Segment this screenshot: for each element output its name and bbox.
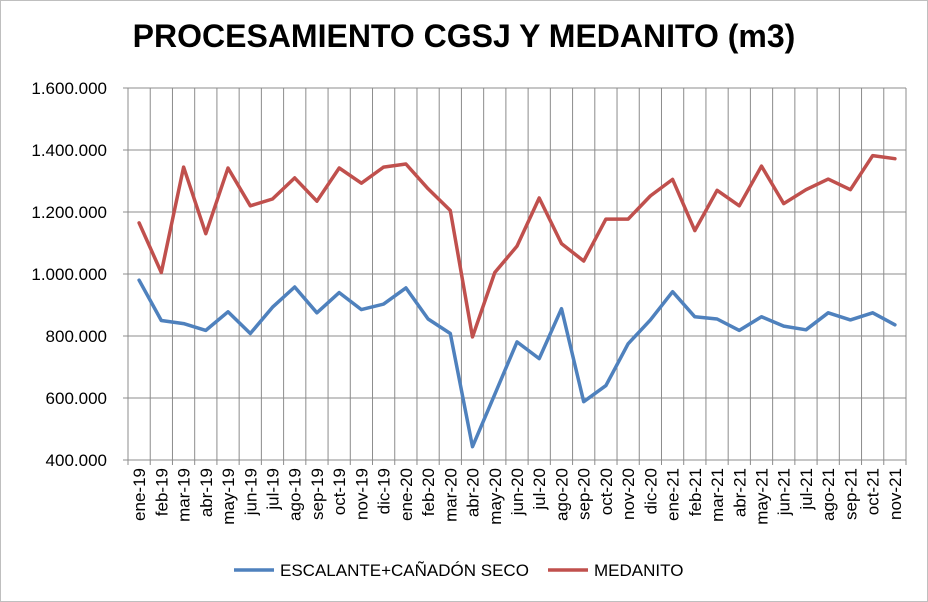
x-tick-label: nov-21 [886,468,905,520]
x-tick-label: dic-19 [375,468,394,514]
y-tick-label: 600.000 [46,389,107,408]
x-tick-label: mar-20 [441,468,460,522]
x-tick-label: oct-21 [864,468,883,515]
x-tick-label: may-20 [486,468,505,525]
x-tick-label: ago-19 [286,468,305,521]
x-tick-label: ene-20 [397,468,416,521]
x-tick-label: oct-20 [597,468,616,515]
legend-label: MEDANITO [594,561,683,580]
x-tick-label: oct-19 [330,468,349,515]
y-tick-label: 1.600.000 [31,79,107,98]
y-tick-label: 1.200.000 [31,203,107,222]
y-tick-label: 800.000 [46,327,107,346]
x-tick-label: abr-20 [464,468,483,517]
x-tick-label: ene-21 [664,468,683,521]
chart-title: PROCESAMIENTO CGSJ Y MEDANITO (m3) [132,18,796,54]
legend: ESCALANTE+CAÑADÓN SECO MEDANITO [234,561,683,580]
x-tick-label: dic-20 [641,468,660,514]
legend-label: ESCALANTE+CAÑADÓN SECO [280,561,529,580]
x-tick-label: nov-19 [352,468,371,520]
x-tick-label: ago-21 [819,468,838,521]
series-line [137,278,897,449]
x-tick-label: sep-19 [308,468,327,520]
x-tick-label: feb-19 [152,468,171,516]
y-tick-label: 1.400.000 [31,141,107,160]
x-tick-label: abr-19 [197,468,216,517]
series-line [137,153,897,339]
x-tick-label: abr-21 [730,468,749,517]
y-tick-label: 400.000 [46,451,107,470]
x-tick-label: sep-20 [575,468,594,520]
x-tick-label: ago-20 [552,468,571,521]
x-tick-label: mar-19 [175,468,194,522]
x-tick-label: feb-21 [686,468,705,516]
x-tick-label: feb-20 [419,468,438,516]
y-tick-label: 1.000.000 [31,265,107,284]
x-tick-label: jul-20 [530,468,549,511]
x-tick-label: jun-19 [241,468,260,516]
x-tick-label: jul-21 [797,468,816,511]
x-tick-label: may-19 [219,468,238,525]
gridlines [123,87,907,465]
x-tick-label: jun-21 [775,468,794,516]
x-tick-label: jul-19 [263,468,282,511]
series-lines [137,153,897,449]
x-tick-label: jun-20 [508,468,527,516]
x-tick-label: ene-19 [130,468,149,521]
x-tick-label: may-21 [753,468,772,525]
x-tick-label: nov-20 [619,468,638,520]
x-tick-label: sep-21 [841,468,860,520]
x-axis-tick-labels: ene-19 feb-19 mar-19 abr-19 may-19 jun-19 jul-… [130,468,905,525]
y-axis-tick-labels: 400.000 600.000 800.000 1.000.000 1.200.000 1… [31,79,107,470]
x-tick-label: mar-21 [708,468,727,522]
